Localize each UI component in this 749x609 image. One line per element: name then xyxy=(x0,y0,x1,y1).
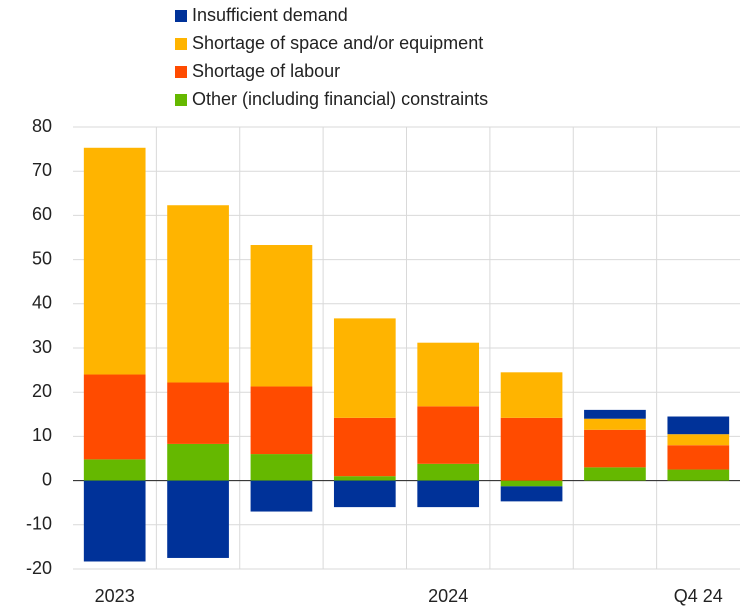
bar-segment xyxy=(83,459,146,481)
bar-segment xyxy=(584,467,646,481)
bar-segment xyxy=(167,382,229,444)
y-tick-label: 40 xyxy=(32,293,52,313)
bar-segment xyxy=(584,429,646,468)
x-tick-label: Q4 24 xyxy=(674,586,723,606)
bar-segment xyxy=(250,386,313,455)
y-tick-label: 10 xyxy=(32,425,52,445)
legend-label: Shortage of labour xyxy=(192,61,340,81)
y-tick-label: 80 xyxy=(32,116,52,136)
bar-segment xyxy=(333,318,396,418)
bar-segment xyxy=(167,443,229,481)
y-tick-label: 50 xyxy=(32,248,52,268)
bar-segment xyxy=(83,147,146,375)
y-tick-label: 20 xyxy=(32,381,52,401)
bar-segment xyxy=(83,374,146,460)
legend-label: Shortage of space and/or equipment xyxy=(192,33,483,53)
bar-segment xyxy=(667,445,730,470)
x-tick-label: 2023 xyxy=(95,586,135,606)
bar-segment xyxy=(417,480,480,508)
y-tick-label: 60 xyxy=(32,204,52,224)
legend-swatch xyxy=(175,10,187,22)
bar-segment xyxy=(584,418,646,430)
y-tick-label: 30 xyxy=(32,337,52,357)
y-tick-label: -20 xyxy=(26,558,52,578)
bar-segment xyxy=(83,480,146,562)
x-tick-label: 2024 xyxy=(428,586,468,606)
bar-segment xyxy=(250,245,313,387)
bar-segment xyxy=(667,416,730,435)
bar-segment xyxy=(500,486,563,502)
legend-swatch xyxy=(175,66,187,78)
bar-segment xyxy=(250,454,313,481)
y-tick-label: -10 xyxy=(26,514,52,534)
bar-segment xyxy=(417,342,480,407)
legend-swatch xyxy=(175,38,187,50)
bar-segment xyxy=(333,476,396,481)
bar-segment xyxy=(584,409,646,419)
bar-segment xyxy=(500,417,563,481)
bar-segment xyxy=(417,463,480,481)
bar-segment xyxy=(667,469,730,481)
bar-segment xyxy=(333,417,396,477)
legend-label: Other (including financial) constraints xyxy=(192,89,488,109)
bar-segment xyxy=(333,480,396,508)
y-tick-label: 70 xyxy=(32,160,52,180)
bar-segment xyxy=(167,205,229,383)
bar-segment xyxy=(500,372,563,418)
y-tick-label: 0 xyxy=(42,469,52,489)
legend-swatch xyxy=(175,94,187,106)
legend-label: Insufficient demand xyxy=(192,5,348,25)
bar-segment xyxy=(417,406,480,464)
bar-segment xyxy=(667,434,730,446)
bar-segment xyxy=(250,480,313,512)
bar-segment xyxy=(167,480,229,558)
bar-segment xyxy=(500,480,563,487)
